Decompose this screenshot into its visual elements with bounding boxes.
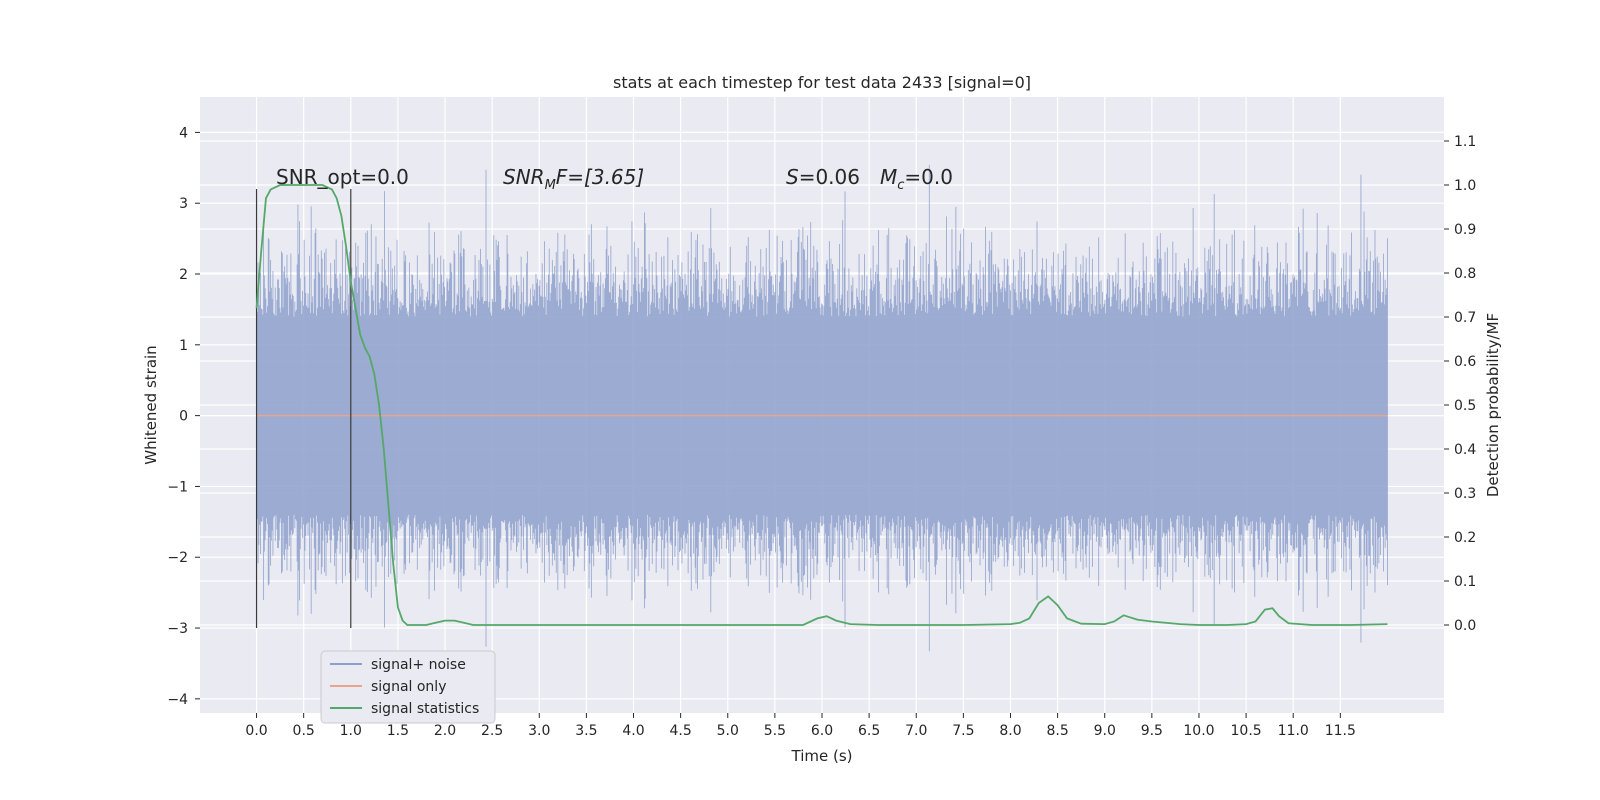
x-tick-label: 4.0 (622, 723, 644, 739)
y-right-tick-label: 0.4 (1454, 442, 1476, 458)
x-axis-ticks: 0.0 0.5 1.0 1.5 2.0 2.5 3.0 3.5 4.0 4.5 5.0 5.5 6.0 6… (245, 713, 1356, 739)
signal-statistics-series (255, 184, 1388, 626)
y-left-tick-label: −1 (167, 479, 188, 495)
y-right-tick-label: 0.7 (1454, 310, 1476, 326)
y-right-tick-label: 0.1 (1454, 574, 1476, 590)
y-left-tick-label: −4 (167, 692, 188, 708)
x-tick-label: 9.5 (1141, 723, 1163, 739)
mc-sub: c (897, 178, 904, 193)
legend-label-signal-statistics: signal statistics (371, 701, 479, 717)
y-left-tick-label: 1 (179, 338, 188, 354)
x-tick-label: 3.5 (575, 723, 597, 739)
x-tick-label: 5.5 (764, 723, 786, 739)
snr-mf-prefix: SNR (503, 165, 545, 189)
x-tick-label: 11.5 (1325, 723, 1356, 739)
y-right-tick-label: 0.3 (1454, 486, 1476, 502)
annotation-mc: Mc=0.0 (880, 165, 953, 193)
x-tick-label: 7.0 (905, 723, 927, 739)
x-tick-label: 6.0 (811, 723, 833, 739)
x-tick-label: 4.5 (670, 723, 692, 739)
x-tick-label: 10.5 (1231, 723, 1262, 739)
annotation-snr-mf: SNRMF=[3.65] (503, 165, 644, 193)
mc-label: M (880, 165, 897, 189)
x-tick-label: 1.0 (340, 723, 362, 739)
y-right-tick-label: 0.0 (1454, 618, 1476, 634)
x-tick-label: 1.5 (387, 723, 409, 739)
y-right-tick-label: 0.6 (1454, 354, 1476, 370)
legend-label-signal-noise: signal+ noise (371, 657, 466, 673)
y-right-tick-label: 0.5 (1454, 398, 1476, 414)
y-right-axis-ticks: 0.0 0.1 0.2 0.3 0.4 0.5 0.6 0.7 0.8 0.9 1.0 1.1 (1444, 134, 1476, 634)
x-tick-label: 3.0 (528, 723, 550, 739)
x-tick-label: 2.0 (434, 723, 456, 739)
x-tick-label: 11.0 (1278, 723, 1309, 739)
x-tick-label: 7.5 (952, 723, 974, 739)
y-left-tick-label: −3 (167, 621, 188, 637)
annotation-snr-opt: SNR_opt=0.0 (276, 165, 409, 189)
x-tick-label: 0.0 (245, 723, 267, 739)
annotation-s: S=0.06 (786, 165, 860, 189)
y-right-tick-label: 1.0 (1454, 178, 1476, 194)
s-label: S (786, 165, 799, 189)
y-left-axis-label: Whitened strain (142, 345, 160, 464)
x-axis-label: Time (s) (791, 747, 853, 765)
y-right-tick-label: 1.1 (1454, 134, 1476, 150)
mc-value: =0.0 (904, 165, 953, 189)
snr-mf-sub: M (545, 178, 556, 193)
y-right-tick-label: 0.8 (1454, 266, 1476, 282)
x-tick-label: 2.5 (481, 723, 503, 739)
snr-mf-suffix: F=[3.65] (556, 165, 644, 189)
chart-title: stats at each timestep for test data 243… (613, 73, 1031, 92)
y-left-tick-label: 3 (179, 196, 188, 212)
y-right-tick-label: 0.2 (1454, 530, 1476, 546)
signal-statistics-line (255, 184, 1388, 626)
legend: signal+ noise signal only signal statist… (320, 650, 496, 724)
y-left-tick-label: 0 (179, 409, 188, 425)
y-left-axis-ticks: −4 −3 −2 −1 0 1 2 3 4 (167, 125, 200, 708)
x-tick-label: 9.0 (1094, 723, 1116, 739)
legend-box (320, 650, 496, 724)
x-tick-label: 10.0 (1183, 723, 1214, 739)
y-left-tick-label: −2 (167, 550, 188, 566)
x-tick-label: 5.0 (717, 723, 739, 739)
x-tick-label: 6.5 (858, 723, 880, 739)
y-left-tick-label: 4 (179, 125, 188, 141)
legend-label-signal-only: signal only (371, 679, 446, 695)
x-tick-label: 0.5 (293, 723, 315, 739)
x-tick-label: 8.0 (999, 723, 1021, 739)
y-left-tick-label: 2 (179, 267, 188, 283)
s-value: =0.06 (799, 165, 860, 189)
y-right-tick-label: 0.9 (1454, 222, 1476, 238)
y-right-axis-label: Detection probability/MF (1484, 313, 1502, 497)
vertical-lines (255, 189, 352, 629)
x-tick-label: 8.5 (1046, 723, 1068, 739)
